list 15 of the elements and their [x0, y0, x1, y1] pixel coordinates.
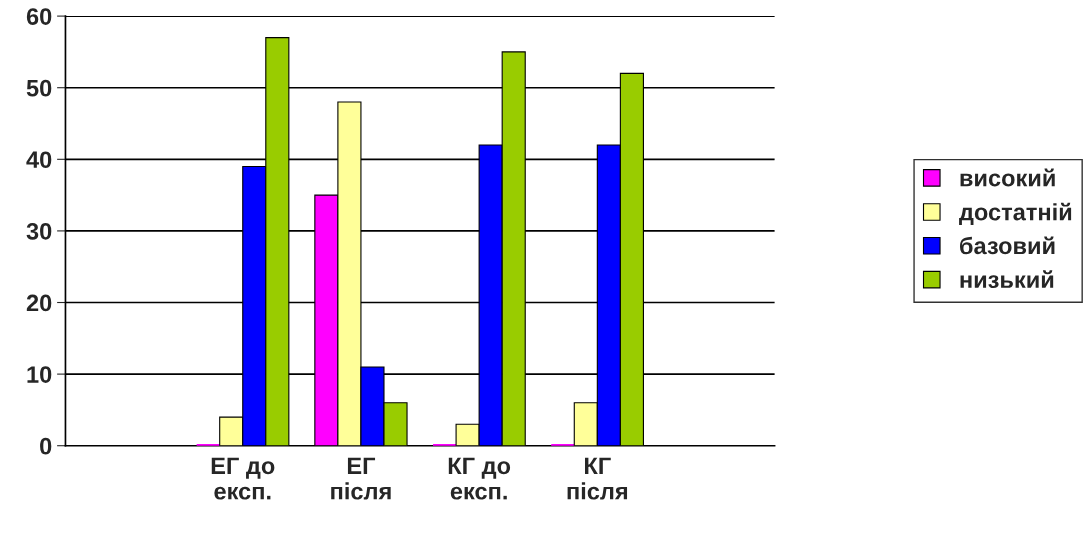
y-tick-label: 40 — [26, 151, 52, 169]
x-tick-label: КГ після — [567, 457, 628, 500]
y-tick-label: 60 — [26, 8, 52, 25]
x-tick-label: ЕГ після — [331, 457, 391, 500]
y-tick-label: 0 — [40, 437, 52, 455]
legend-label: достатній — [959, 202, 1072, 225]
y-tick-label: 10 — [27, 366, 52, 383]
y-tick-label: 30 — [26, 222, 52, 240]
y-tick-label: 50 — [26, 79, 52, 97]
legend-label: високий — [960, 168, 1055, 187]
y-tick-label: 20 — [26, 294, 52, 312]
legend-label: низький — [960, 270, 1054, 289]
x-tick-label: КГ до експ. — [448, 457, 511, 500]
x-tick-label: ЕГ до експ. — [211, 457, 275, 500]
legend-label: базовий — [960, 236, 1055, 255]
